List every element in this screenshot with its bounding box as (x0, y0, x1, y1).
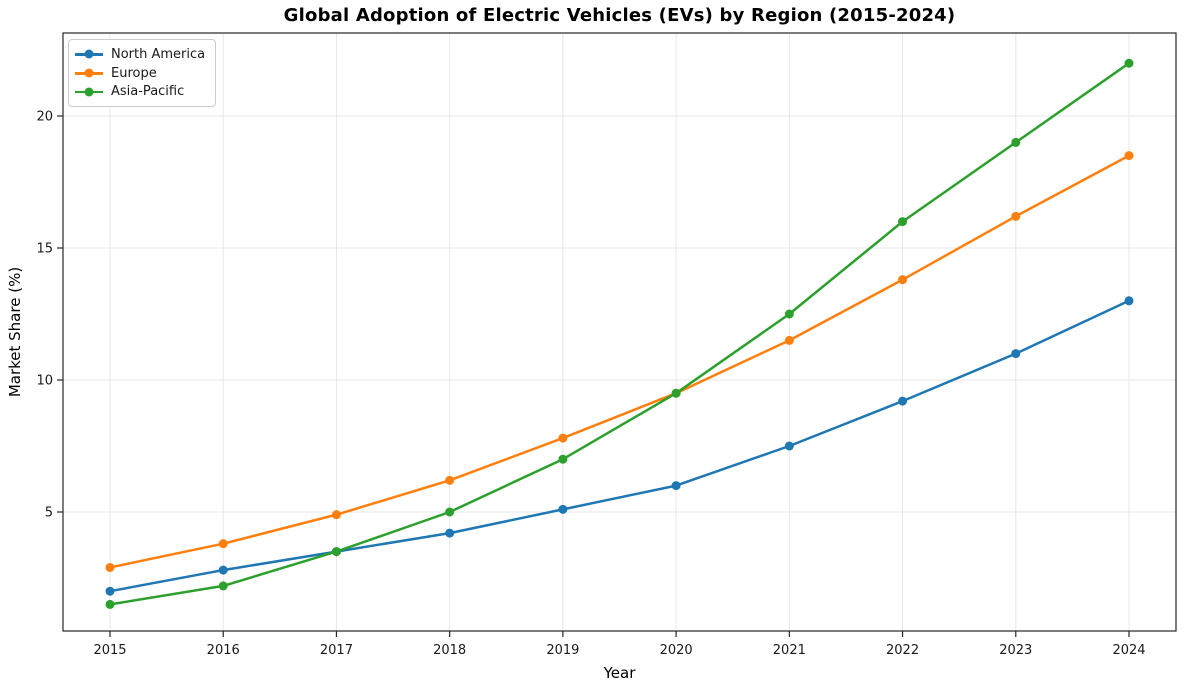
x-tick-label: 2020 (660, 643, 693, 658)
x-tick-label: 2016 (207, 643, 240, 658)
y-axis-label: Market Share (%) (6, 266, 24, 398)
data-point-north-america (445, 528, 455, 538)
data-point-europe (784, 335, 794, 345)
y-tick-label: 10 (36, 374, 53, 389)
x-tick-label: 2022 (886, 643, 919, 658)
legend-label: North America (111, 46, 206, 62)
data-point-asia-pacific (331, 547, 341, 557)
series-line-europe (108, 154, 1131, 569)
data-point-europe (331, 510, 341, 520)
x-tick-label: 2021 (773, 643, 806, 658)
legend-item-asia-pacific: Asia-Pacific (75, 82, 205, 101)
x-tick-label: 2018 (433, 643, 466, 658)
x-tick-label: 2019 (546, 643, 579, 658)
legend-swatch-icon (75, 49, 103, 59)
data-point-asia-pacific (105, 599, 115, 609)
data-point-asia-pacific (671, 388, 681, 398)
legend-label: Europe (111, 65, 157, 81)
x-axis-label: Year (603, 664, 636, 682)
data-point-asia-pacific (898, 217, 908, 227)
data-point-asia-pacific (1124, 58, 1134, 68)
data-point-asia-pacific (1011, 137, 1021, 147)
data-point-north-america (1011, 349, 1021, 359)
legend-label: Asia-Pacific (111, 84, 185, 100)
series-line-north-america (108, 299, 1131, 593)
data-point-asia-pacific (445, 507, 455, 517)
data-point-north-america (218, 565, 228, 575)
legend-swatch-icon (75, 68, 103, 78)
data-point-north-america (898, 396, 908, 406)
axes-spines (62, 32, 1177, 632)
data-point-north-america (671, 481, 681, 491)
data-point-europe (898, 275, 908, 285)
data-point-north-america (558, 504, 568, 514)
x-tick-label: 2017 (320, 643, 353, 658)
x-tick-label: 2023 (999, 643, 1032, 658)
data-point-asia-pacific (218, 581, 228, 591)
data-point-asia-pacific (558, 454, 568, 464)
data-point-europe (1011, 211, 1021, 221)
data-point-north-america (784, 441, 794, 451)
y-tick-label: 15 (36, 242, 53, 257)
data-point-north-america (105, 586, 115, 596)
series-line-asia-pacific (108, 61, 1131, 606)
legend-swatch-icon (75, 87, 103, 97)
data-point-europe (445, 475, 455, 485)
data-point-europe (218, 539, 228, 549)
data-point-asia-pacific (784, 309, 794, 319)
y-tick-label: 5 (45, 506, 53, 521)
data-point-north-america (1124, 296, 1134, 306)
data-point-europe (558, 433, 568, 443)
chart-title: Global Adoption of Electric Vehicles (EV… (283, 5, 956, 26)
x-tick-label: 2024 (1112, 643, 1145, 658)
legend-item-europe: Europe (75, 64, 205, 83)
data-point-europe (1124, 151, 1134, 161)
legend-item-north-america: North America (75, 45, 205, 64)
data-point-europe (105, 562, 115, 572)
legend: North America Europe Asia-Pacific (68, 39, 217, 107)
x-tick-label: 2015 (93, 643, 126, 658)
y-tick-label: 20 (36, 110, 53, 125)
